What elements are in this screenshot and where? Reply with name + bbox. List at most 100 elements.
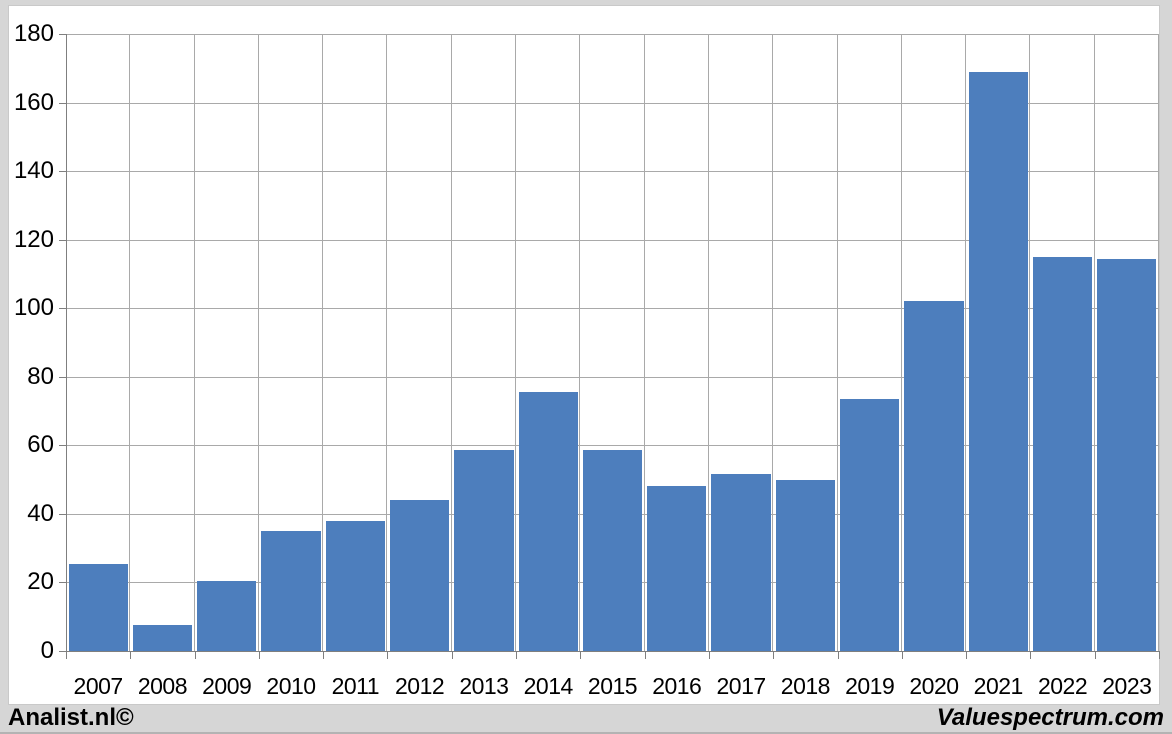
y-axis-label-120: 120 [13,225,54,253]
x-axis-label-2011: 2011 [331,673,380,699]
bar-2019 [840,399,900,651]
x-axis-label-2013: 2013 [459,673,509,699]
y-tick-100 [59,308,66,310]
y-tick-180 [59,34,66,35]
gridline-horizontal-120 [66,239,1159,241]
x-axis-label-2018: 2018 [780,673,831,699]
x-axis-label-2016: 2016 [652,673,702,699]
gridline-vertical-8 [579,34,580,651]
gridline-horizontal-140 [66,171,1159,173]
bar-2023 [1097,258,1157,651]
x-axis-label-2022: 2022 [1037,673,1088,699]
x-tick-2 [195,651,196,659]
x-tick-6 [452,651,453,659]
y-axis-label-80: 80 [27,362,54,390]
y-axis-label-160: 160 [13,88,54,116]
x-tick-4 [323,651,324,659]
gridline-vertical-6 [451,34,452,651]
x-axis-line [66,651,1159,652]
y-tick-140 [59,171,66,173]
x-tick-0 [66,651,67,659]
bar-2022 [1032,256,1093,651]
bar-2011 [325,520,385,651]
y-axis-label-20: 20 [27,568,54,596]
x-axis-label-2017: 2017 [716,673,766,699]
bar-2008 [132,625,193,651]
x-tick-16 [1095,651,1096,659]
x-tick-14 [966,651,967,659]
x-axis-label-2020: 2020 [909,673,959,699]
x-tick-9 [645,651,646,659]
bar-2015 [582,450,643,651]
gridline-vertical-14 [965,34,966,651]
bar-2010 [261,531,321,651]
y-axis-label-0: 0 [40,637,54,664]
y-axis-label-100: 100 [13,294,54,322]
gridline-vertical-7 [515,34,516,651]
y-tick-0 [59,651,66,652]
gridline-horizontal-60 [66,445,1159,447]
gridline-vertical-12 [837,34,838,651]
bar-2013 [454,450,514,651]
x-axis-label-2010: 2010 [266,673,316,699]
bar-2020 [904,301,964,651]
gridline-vertical-16 [1094,34,1095,651]
y-tick-20 [59,582,66,584]
chart-canvas: 0 20 40 60 80 100 120 140 160 180 2007 2008 2009 201… [8,5,1160,705]
y-tick-160 [59,102,66,104]
y-tick-120 [59,239,66,241]
y-axis-label-180: 180 [13,20,54,47]
branding-right: Valuespectrum.com [936,703,1164,731]
gridline-vertical-1 [129,34,130,651]
x-axis-label-2009: 2009 [202,673,252,699]
gridline-horizontal-80 [66,376,1159,378]
bar-2017 [711,474,771,651]
gridline-vertical-2 [194,34,195,651]
x-tick-5 [387,651,388,659]
y-axis-label-140: 140 [13,157,54,185]
gridline-vertical-4 [322,34,323,651]
plot-area [59,34,1160,659]
gridline-horizontal-180 [66,34,1159,35]
x-tick-7 [516,651,517,659]
y-axis-line [66,34,67,651]
gridline-vertical-13 [901,34,902,651]
gridline-vertical-10 [708,34,709,651]
y-tick-80 [59,376,66,378]
x-axis-label-2012: 2012 [395,673,445,699]
x-tick-3 [259,651,260,659]
bar-2014 [518,392,578,651]
x-axis-label-2023: 2023 [1102,673,1152,699]
gridline-vertical-3 [258,34,259,651]
branding-bar: Analist.nl© Valuespectrum.com [0,703,1172,732]
x-axis-label-2015: 2015 [587,673,638,699]
x-tick-8 [580,651,581,659]
x-axis-label-2021: 2021 [973,673,1024,699]
bar-2018 [775,479,836,651]
bar-2009 [197,580,257,651]
y-tick-40 [59,513,66,515]
x-tick-17 [1159,651,1160,659]
x-tick-13 [902,651,903,659]
bar-2021 [968,71,1028,651]
y-axis-label-40: 40 [27,499,54,527]
branding-left: Analist.nl© [8,703,134,731]
x-tick-11 [773,651,774,659]
gridline-vertical-15 [1029,34,1030,651]
x-axis-label-2008: 2008 [137,673,188,699]
x-tick-12 [838,651,839,659]
bar-2007 [68,563,128,651]
gridline-vertical-5 [386,34,387,651]
x-tick-15 [1030,651,1031,659]
x-tick-10 [709,651,710,659]
x-tick-1 [130,651,131,659]
x-axis-label-2019: 2019 [845,673,895,699]
y-tick-60 [59,445,66,447]
bar-2012 [389,500,450,651]
gridline-vertical-9 [644,34,645,651]
gridline-vertical-17 [1158,34,1159,651]
x-axis-label-2007: 2007 [73,673,124,699]
x-axis-label-2014: 2014 [523,673,574,699]
gridline-horizontal-100 [66,308,1159,310]
